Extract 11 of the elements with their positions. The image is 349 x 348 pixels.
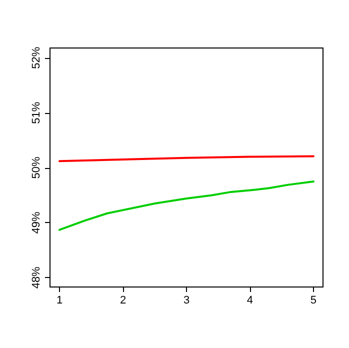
x-tick-label: 5 xyxy=(310,294,317,306)
x-tick-label: 3 xyxy=(183,294,190,306)
line-series xyxy=(58,180,314,231)
y-tick-label: 51% xyxy=(30,102,42,124)
y-tick-label: 50% xyxy=(30,156,42,179)
y-tick-label: 48% xyxy=(30,266,42,289)
y-tick-label: 49% xyxy=(30,211,42,234)
x-tick-label: 4 xyxy=(246,294,254,306)
y-tick-label: 52% xyxy=(30,46,42,69)
x-tick-label: 2 xyxy=(120,294,126,306)
x-tick-label: 1 xyxy=(56,294,63,306)
